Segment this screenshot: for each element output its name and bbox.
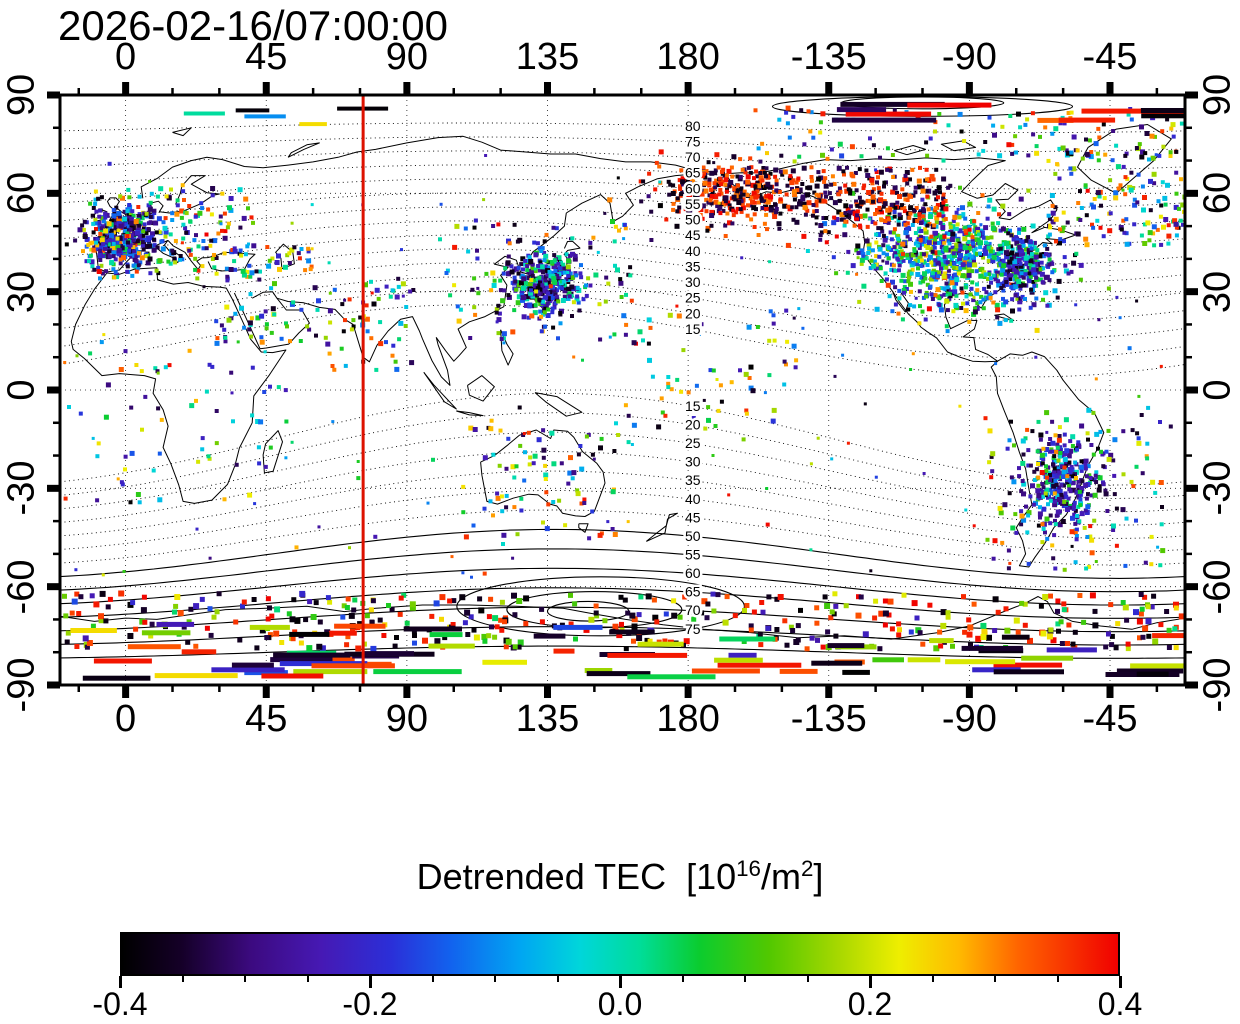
y-axis-tick-label-left: 60 xyxy=(0,172,43,215)
y-axis-tick-label-right: 90 xyxy=(1196,73,1239,117)
colorbar-units-exponent2: 2 xyxy=(800,856,814,881)
y-axis-tick-label-left: -90 xyxy=(0,657,43,713)
x-axis-tick-label-bottom: 180 xyxy=(656,698,720,740)
colorbar-tick xyxy=(744,976,746,982)
svg-text:55: 55 xyxy=(685,196,701,212)
x-axis-tick-label-bottom: 0 xyxy=(115,698,137,740)
y-axis-tick-label-right: 30 xyxy=(1196,270,1239,313)
svg-text:40: 40 xyxy=(685,243,701,259)
colorbar-tick xyxy=(1119,976,1122,988)
x-axis-tick-label-bottom: -45 xyxy=(1082,698,1138,740)
colorbar-tick-label: 0.4 xyxy=(1097,986,1143,1022)
colorbar-tick-label: 0.0 xyxy=(597,986,643,1022)
svg-text:20: 20 xyxy=(685,305,701,321)
svg-text:30: 30 xyxy=(685,454,701,470)
svg-text:75: 75 xyxy=(685,133,701,149)
colorbar-tick-label: 0.2 xyxy=(847,986,893,1022)
colorbar-tick xyxy=(806,976,809,982)
svg-text:70: 70 xyxy=(685,602,701,618)
colorbar-title: Detrended TEC [1016/m2] xyxy=(0,856,1240,898)
svg-text:30: 30 xyxy=(685,274,701,290)
x-axis-tick-label-top: 45 xyxy=(245,36,288,78)
y-axis-tick-label-left: 30 xyxy=(0,270,43,313)
coastlines xyxy=(60,124,1185,640)
y-axis-tick-label-right: 60 xyxy=(1196,172,1239,215)
colorbar-tick xyxy=(494,976,496,982)
svg-text:55: 55 xyxy=(685,547,701,563)
colorbar-tick xyxy=(119,976,122,988)
svg-text:70: 70 xyxy=(685,149,701,165)
y-axis-tick-label-right: 0 xyxy=(1196,379,1239,401)
colorbar-units-mid: /m xyxy=(760,856,801,897)
x-axis-tick-label-top: 180 xyxy=(656,36,720,78)
x-axis-tick-label-bottom: 45 xyxy=(245,698,288,740)
colorbar-tick xyxy=(431,976,434,982)
colorbar-tick xyxy=(556,976,559,982)
y-axis-tick-label-left: -30 xyxy=(0,460,43,516)
x-axis-tick-label-top: 0 xyxy=(115,36,137,78)
x-axis-tick-label-top: -90 xyxy=(941,36,997,78)
y-axis-tick-label-left: 0 xyxy=(0,379,43,401)
svg-text:25: 25 xyxy=(685,290,701,306)
svg-text:15: 15 xyxy=(685,321,701,337)
tec-scatter-points xyxy=(62,105,1185,652)
colorbar-units-exponent: 16 xyxy=(736,856,761,881)
colorbar-gradient xyxy=(120,932,1120,976)
y-axis-tick-label-left: 90 xyxy=(0,73,43,117)
plot-frame xyxy=(58,93,1187,687)
svg-text:60: 60 xyxy=(685,180,701,196)
x-axis-tick-label-bottom: 135 xyxy=(515,698,580,740)
colorbar-tick xyxy=(869,976,872,988)
svg-text:75: 75 xyxy=(685,621,701,637)
svg-text:45: 45 xyxy=(685,509,701,525)
y-axis-tick-label-right: -30 xyxy=(1196,460,1239,516)
tec-track-bars xyxy=(70,101,1185,681)
svg-text:20: 20 xyxy=(685,417,701,433)
colorbar-tick xyxy=(931,976,934,982)
colorbar-units-suffix: ] xyxy=(813,856,824,897)
svg-text:15: 15 xyxy=(685,398,701,414)
map-plot: 1520253035404550556065707580152025303540… xyxy=(47,82,1198,698)
x-axis-tick-label-bottom: -135 xyxy=(790,698,867,740)
x-axis-tick-label-top: 135 xyxy=(515,36,580,78)
colorbar-title-text: Detrended TEC xyxy=(416,856,667,897)
svg-text:25: 25 xyxy=(685,435,701,451)
colorbar-tick xyxy=(369,976,372,988)
svg-text:80: 80 xyxy=(685,118,701,134)
colorbar-tick xyxy=(994,976,996,982)
colorbar-tick-label: -0.4 xyxy=(92,986,148,1022)
y-axis-tick-label-left: -60 xyxy=(0,559,43,615)
x-axis-tick-label-top: -45 xyxy=(1082,36,1138,78)
y-axis-tick-label-right: -90 xyxy=(1196,657,1239,713)
colorbar-tick xyxy=(681,976,684,982)
graticule xyxy=(60,95,1185,685)
colorbar-tick xyxy=(619,976,622,988)
svg-text:65: 65 xyxy=(685,165,701,181)
x-axis-tick-label-top: 90 xyxy=(385,36,429,78)
magnetic-latitude-contours xyxy=(60,96,1185,659)
colorbar-tick-label: -0.2 xyxy=(342,986,398,1022)
colorbar-tick xyxy=(306,976,309,982)
svg-text:35: 35 xyxy=(685,258,701,274)
x-axis-tick-label-bottom: -90 xyxy=(941,698,997,740)
colorbar-tick xyxy=(181,976,184,982)
colorbar-ticks xyxy=(119,976,1122,990)
svg-text:45: 45 xyxy=(685,227,701,243)
svg-text:35: 35 xyxy=(685,472,701,488)
contour-labels: 1520253035404550556065707580152025303540… xyxy=(683,115,704,639)
colorbar-tick xyxy=(244,976,246,982)
svg-text:50: 50 xyxy=(685,528,701,544)
colorbar-units-prefix: [10 xyxy=(666,856,737,897)
svg-text:50: 50 xyxy=(685,212,701,228)
svg-text:40: 40 xyxy=(685,491,701,507)
colorbar-tick xyxy=(1056,976,1059,982)
timestamp-title: 2026-02-16/07:00:00 xyxy=(58,2,448,49)
svg-text:60: 60 xyxy=(685,565,701,581)
y-axis-tick-label-right: -60 xyxy=(1196,559,1239,615)
x-axis-tick-label-top: -135 xyxy=(790,36,867,78)
svg-text:65: 65 xyxy=(685,584,701,600)
x-axis-tick-label-bottom: 90 xyxy=(385,698,429,740)
